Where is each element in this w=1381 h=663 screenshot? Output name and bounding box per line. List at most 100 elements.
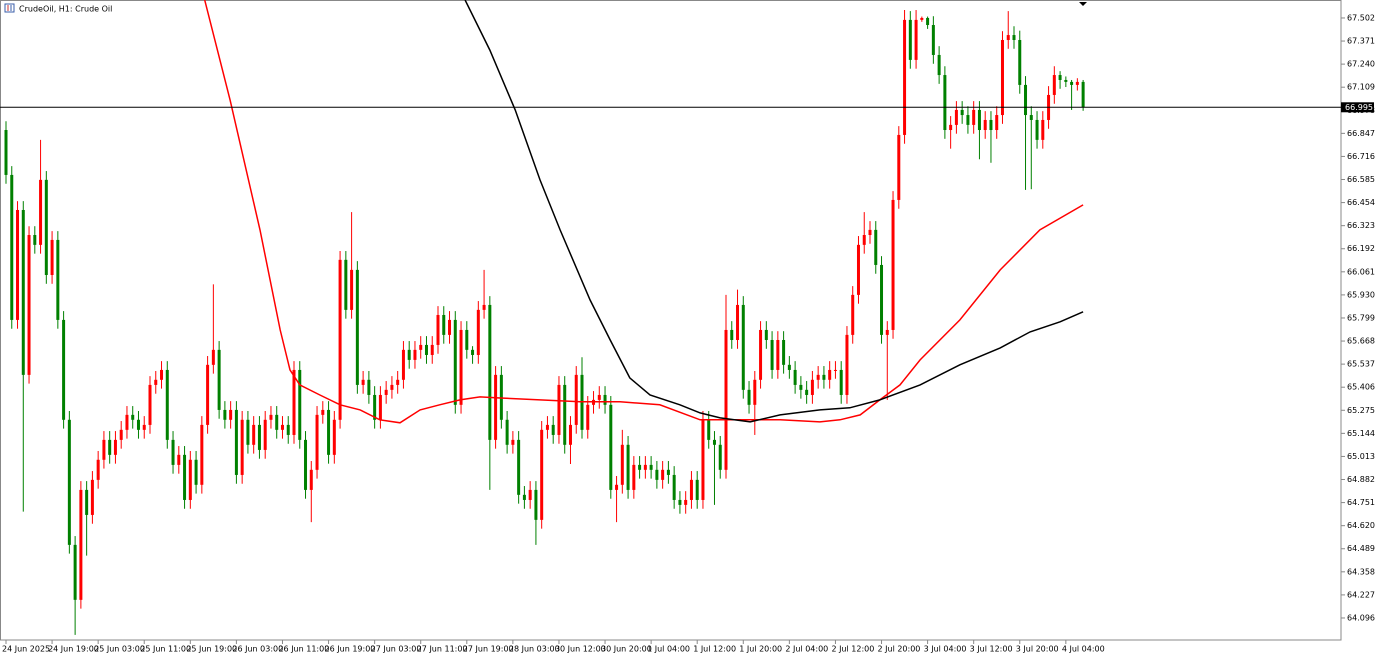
y-tick-label: 66.061 bbox=[1347, 267, 1375, 276]
candle-body bbox=[655, 469, 659, 480]
candle-body bbox=[355, 269, 359, 385]
candle-body bbox=[1029, 115, 1033, 120]
candle-body bbox=[615, 484, 619, 490]
candle-body bbox=[868, 229, 872, 236]
candle-body bbox=[880, 264, 884, 335]
candle-body bbox=[810, 379, 814, 395]
y-tick-label: 65.013 bbox=[1347, 452, 1375, 461]
y-tick-label: 66.847 bbox=[1347, 129, 1375, 138]
candle-body bbox=[995, 115, 999, 131]
candle-body bbox=[764, 329, 768, 340]
candle-body bbox=[206, 364, 210, 425]
candle-body bbox=[125, 414, 129, 430]
ma-line bbox=[464, 0, 1084, 423]
candle-body bbox=[275, 414, 279, 430]
x-tick-label: 26 Jun 03:00 bbox=[232, 645, 283, 654]
candle-body bbox=[1035, 119, 1039, 140]
candle-body bbox=[1041, 119, 1045, 140]
candle-body bbox=[338, 259, 342, 420]
candle-body bbox=[286, 424, 290, 435]
price-label-box bbox=[1341, 102, 1374, 113]
candle-body bbox=[856, 244, 860, 295]
candle-body bbox=[73, 544, 77, 600]
candle-body bbox=[972, 109, 976, 125]
x-tick-label: 30 Jun 20:00 bbox=[601, 645, 652, 654]
candle-body bbox=[695, 479, 699, 500]
candle-body bbox=[131, 414, 135, 420]
x-tick-label: 30 Jun 12:00 bbox=[555, 645, 606, 654]
y-tick-label: 65.144 bbox=[1347, 429, 1375, 438]
candle-body bbox=[1070, 81, 1074, 85]
candle-body bbox=[753, 379, 757, 405]
candle-body bbox=[194, 459, 198, 485]
candle-body bbox=[678, 499, 682, 505]
x-tick-label: 2 Jul 04:00 bbox=[785, 645, 828, 654]
candle-body bbox=[511, 439, 515, 445]
candle-body bbox=[638, 464, 642, 470]
candle-body bbox=[424, 344, 428, 355]
candle-body bbox=[56, 239, 60, 320]
y-tick-label: 65.799 bbox=[1347, 313, 1375, 322]
candle-body bbox=[246, 419, 250, 445]
candle-body bbox=[119, 429, 123, 440]
candle-body bbox=[4, 130, 8, 175]
candle-body bbox=[96, 459, 100, 480]
candle-body bbox=[741, 304, 745, 390]
candle-body bbox=[914, 19, 918, 60]
candle-body bbox=[1058, 75, 1062, 80]
candle-body bbox=[874, 229, 878, 265]
candle-body bbox=[707, 419, 711, 440]
candle-body bbox=[10, 174, 14, 320]
x-tick-label: 1 Jul 20:00 bbox=[739, 645, 782, 654]
candle-body bbox=[217, 349, 221, 410]
y-tick-label: 64.227 bbox=[1347, 590, 1375, 599]
x-tick-label: 25 Jun 11:00 bbox=[140, 645, 191, 654]
candle-body bbox=[1018, 39, 1022, 85]
candle-body bbox=[459, 329, 463, 405]
candle-body bbox=[482, 304, 486, 310]
candle-body bbox=[39, 179, 43, 245]
y-tick-label: 64.096 bbox=[1347, 613, 1375, 622]
candle-body bbox=[148, 384, 152, 425]
candle-body bbox=[211, 349, 215, 365]
y-tick-label: 64.882 bbox=[1347, 475, 1375, 484]
candle-body bbox=[33, 235, 37, 245]
candle-body bbox=[534, 489, 538, 520]
candle-body bbox=[776, 339, 780, 370]
candle-body bbox=[1081, 81, 1085, 108]
candle-body bbox=[373, 394, 377, 420]
candle-body bbox=[1006, 35, 1010, 40]
candle-body bbox=[954, 109, 958, 125]
candle-body bbox=[401, 349, 405, 380]
candle-body bbox=[540, 429, 544, 520]
candle-body bbox=[597, 394, 601, 400]
candle-body bbox=[407, 349, 411, 360]
candle-body bbox=[1024, 84, 1028, 116]
plot-area bbox=[4, 0, 1085, 635]
candle-body bbox=[845, 334, 849, 395]
x-tick-label: 25 Jun 19:00 bbox=[186, 645, 237, 654]
y-tick-label: 65.668 bbox=[1347, 337, 1375, 346]
candle-body bbox=[793, 369, 797, 385]
x-tick-label: 24 Jun 19:00 bbox=[48, 645, 99, 654]
candle-body bbox=[136, 419, 140, 430]
candle-body bbox=[430, 344, 434, 355]
x-tick-label: 2 Jul 20:00 bbox=[878, 645, 921, 654]
candle-body bbox=[160, 369, 164, 380]
candle-body bbox=[188, 459, 192, 500]
candle-body bbox=[252, 424, 256, 445]
candle-body bbox=[436, 314, 440, 345]
candle-body bbox=[977, 109, 981, 131]
candle-body bbox=[280, 424, 284, 430]
candle-body bbox=[327, 409, 331, 455]
candle-body bbox=[505, 419, 509, 445]
y-tick-label: 67.502 bbox=[1347, 13, 1375, 22]
candle-body bbox=[85, 489, 89, 515]
y-tick-label: 66.454 bbox=[1347, 198, 1375, 207]
y-tick-label: 65.930 bbox=[1347, 290, 1375, 299]
candle-body bbox=[822, 374, 826, 380]
candle-body bbox=[897, 134, 901, 200]
candle-body bbox=[488, 304, 492, 440]
candle-body bbox=[568, 424, 572, 445]
candle-body bbox=[448, 319, 452, 335]
